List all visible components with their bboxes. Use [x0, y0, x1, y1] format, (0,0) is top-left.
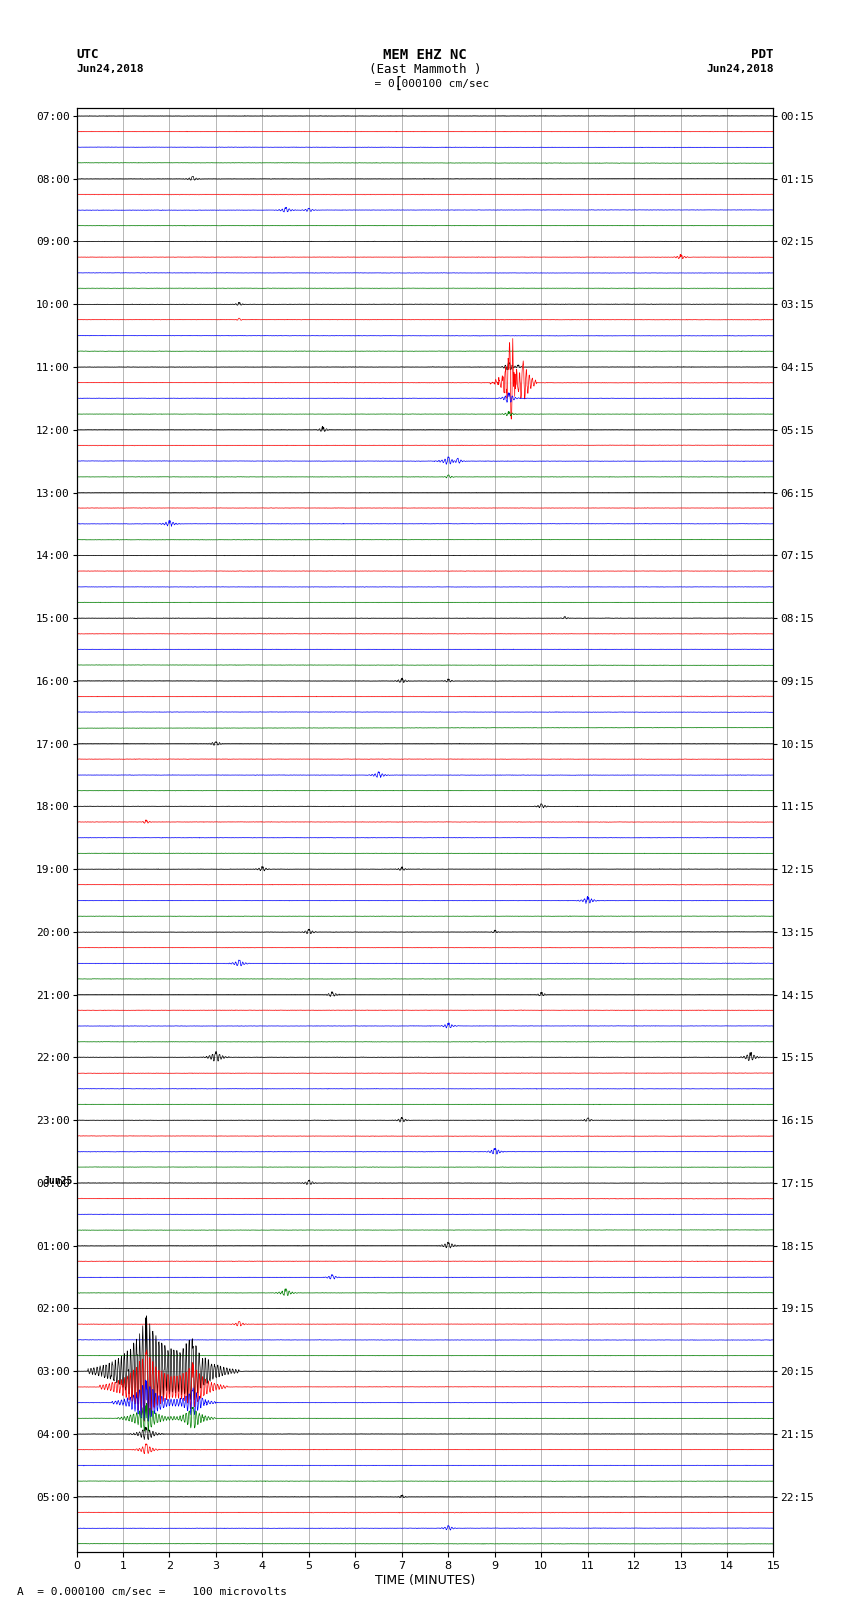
Text: Jun24,2018: Jun24,2018: [706, 65, 774, 74]
Text: PDT: PDT: [751, 48, 774, 61]
Text: Jun25: Jun25: [43, 1176, 73, 1186]
Text: (East Mammoth ): (East Mammoth ): [369, 63, 481, 76]
Text: [: [: [394, 76, 402, 90]
Text: MEM EHZ NC: MEM EHZ NC: [383, 48, 467, 61]
Text: = 0.000100 cm/sec: = 0.000100 cm/sec: [361, 79, 489, 89]
Text: UTC: UTC: [76, 48, 99, 61]
Text: A  = 0.000100 cm/sec =    100 microvolts: A = 0.000100 cm/sec = 100 microvolts: [17, 1587, 287, 1597]
X-axis label: TIME (MINUTES): TIME (MINUTES): [375, 1574, 475, 1587]
Text: Jun24,2018: Jun24,2018: [76, 65, 144, 74]
